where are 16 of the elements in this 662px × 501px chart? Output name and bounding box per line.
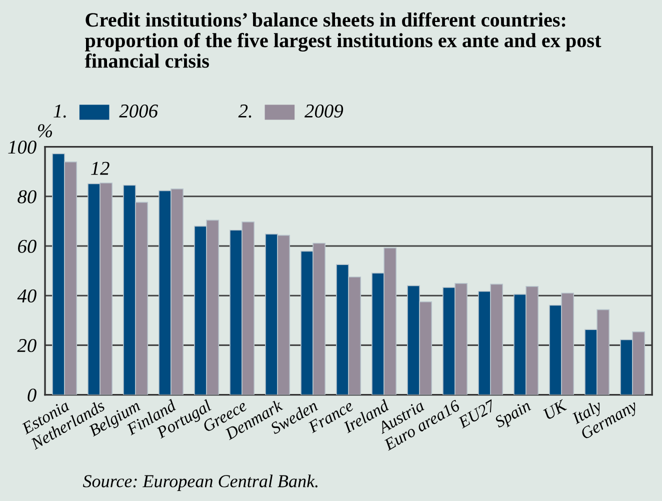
y-tick-label: 60	[18, 240, 36, 253]
x-tick-label: UK	[543, 399, 568, 420]
y-tick-label: 0	[28, 388, 36, 402]
chart-title: Credit institutions’ balance sheets in different countries: proportion of the five largest institutions ex ante and ex post financial crisis	[84, 12, 602, 68]
y-tick-label: 80	[18, 190, 36, 204]
y-tick-label: 100	[8, 140, 36, 154]
x-tick-label: Spain	[494, 400, 533, 431]
annotation: 12	[91, 162, 110, 175]
y-axis-title: %	[38, 124, 52, 138]
legend-label: 2006	[119, 104, 158, 118]
text: 1.	[54, 104, 66, 118]
y-tick-label: 20	[17, 339, 36, 352]
legend-label: 2009	[304, 104, 344, 118]
text: 2.	[238, 104, 252, 118]
y-tick-label: 40	[17, 289, 36, 303]
source-note: Source: European Central Bank.	[82, 474, 318, 491]
